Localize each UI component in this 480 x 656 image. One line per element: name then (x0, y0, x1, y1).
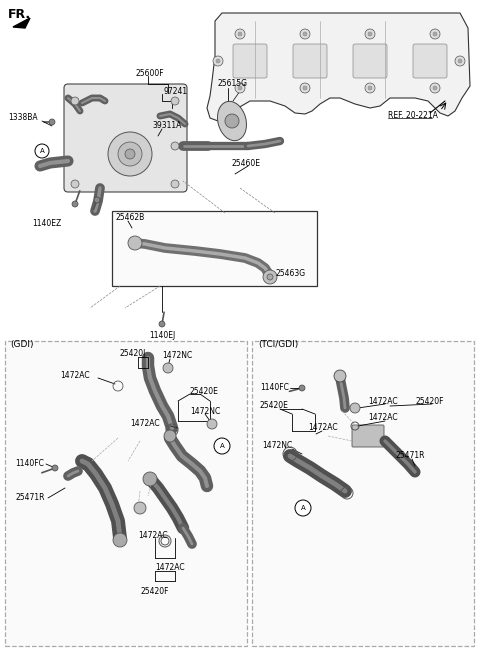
Circle shape (235, 29, 245, 39)
Text: 25420J: 25420J (120, 350, 146, 358)
Ellipse shape (217, 101, 246, 140)
Text: 25462B: 25462B (115, 213, 144, 222)
Circle shape (52, 465, 58, 471)
Circle shape (433, 86, 437, 90)
Text: 1472AC: 1472AC (368, 413, 397, 422)
Circle shape (225, 114, 239, 128)
Text: 25460E: 25460E (232, 159, 261, 167)
Circle shape (216, 59, 220, 63)
Text: 25615G: 25615G (218, 79, 248, 89)
Circle shape (159, 321, 165, 327)
Text: 1472AC: 1472AC (308, 424, 337, 432)
FancyBboxPatch shape (233, 44, 267, 78)
Circle shape (263, 270, 277, 284)
Circle shape (49, 119, 55, 125)
Text: 39311A: 39311A (152, 121, 181, 131)
Circle shape (71, 180, 79, 188)
Circle shape (368, 86, 372, 90)
Circle shape (433, 32, 437, 36)
Text: 1140FC: 1140FC (15, 459, 44, 468)
Circle shape (113, 533, 127, 547)
Text: 25420F: 25420F (415, 396, 444, 405)
FancyBboxPatch shape (352, 425, 384, 447)
Text: (TCI/GDI): (TCI/GDI) (258, 340, 298, 348)
Text: 1140FC: 1140FC (260, 384, 289, 392)
Text: A: A (40, 148, 44, 154)
Circle shape (303, 86, 307, 90)
Circle shape (108, 132, 152, 176)
FancyBboxPatch shape (353, 44, 387, 78)
Circle shape (300, 83, 310, 93)
Text: 1472AC: 1472AC (60, 371, 90, 380)
Text: A: A (300, 505, 305, 511)
Text: 25463G: 25463G (275, 268, 305, 277)
Circle shape (134, 502, 146, 514)
Circle shape (171, 180, 179, 188)
Circle shape (214, 438, 230, 454)
Text: 1472NC: 1472NC (190, 407, 220, 415)
Circle shape (118, 142, 142, 166)
FancyBboxPatch shape (5, 341, 247, 646)
Text: 97241: 97241 (163, 87, 187, 96)
Circle shape (365, 29, 375, 39)
FancyBboxPatch shape (112, 211, 317, 286)
Text: 1140EZ: 1140EZ (32, 220, 61, 228)
Text: 1338BA: 1338BA (8, 113, 37, 123)
Circle shape (299, 385, 305, 391)
Text: A: A (220, 443, 224, 449)
Circle shape (213, 56, 223, 66)
Circle shape (163, 363, 173, 373)
Polygon shape (207, 13, 470, 121)
Circle shape (72, 201, 78, 207)
Circle shape (128, 236, 142, 250)
Text: 1472NC: 1472NC (262, 441, 292, 451)
Circle shape (368, 32, 372, 36)
Circle shape (238, 86, 242, 90)
Text: 1472AC: 1472AC (155, 564, 185, 573)
Circle shape (365, 83, 375, 93)
Circle shape (35, 144, 49, 158)
Circle shape (303, 32, 307, 36)
Circle shape (171, 142, 179, 150)
Circle shape (430, 29, 440, 39)
Circle shape (164, 430, 176, 442)
Circle shape (334, 370, 346, 382)
Text: 1472AC: 1472AC (368, 396, 397, 405)
Circle shape (94, 197, 100, 203)
Text: FR.: FR. (8, 8, 31, 21)
Text: 25471R: 25471R (395, 451, 424, 461)
Circle shape (125, 149, 135, 159)
Circle shape (267, 274, 273, 280)
Circle shape (71, 97, 79, 105)
Text: 25471R: 25471R (15, 493, 45, 502)
Circle shape (143, 472, 157, 486)
Text: 1140EJ: 1140EJ (149, 331, 175, 340)
Circle shape (295, 500, 311, 516)
FancyBboxPatch shape (64, 84, 187, 192)
Circle shape (430, 83, 440, 93)
Circle shape (455, 56, 465, 66)
Text: 25420E: 25420E (260, 401, 289, 411)
Circle shape (171, 97, 179, 105)
Text: 25420E: 25420E (190, 386, 219, 396)
FancyBboxPatch shape (413, 44, 447, 78)
Text: 25420F: 25420F (141, 586, 169, 596)
Text: REF. 20-221A: REF. 20-221A (388, 112, 438, 121)
Circle shape (458, 59, 462, 63)
Text: 1472AC: 1472AC (130, 419, 160, 428)
FancyBboxPatch shape (252, 341, 474, 646)
Text: 1472NC: 1472NC (162, 352, 192, 361)
Circle shape (235, 83, 245, 93)
Circle shape (238, 32, 242, 36)
Polygon shape (13, 18, 30, 28)
Circle shape (207, 419, 217, 429)
FancyBboxPatch shape (293, 44, 327, 78)
Text: 1472AC: 1472AC (138, 531, 168, 541)
Circle shape (350, 403, 360, 413)
Text: 25600F: 25600F (135, 68, 164, 77)
Circle shape (300, 29, 310, 39)
Text: (GDI): (GDI) (10, 340, 34, 348)
